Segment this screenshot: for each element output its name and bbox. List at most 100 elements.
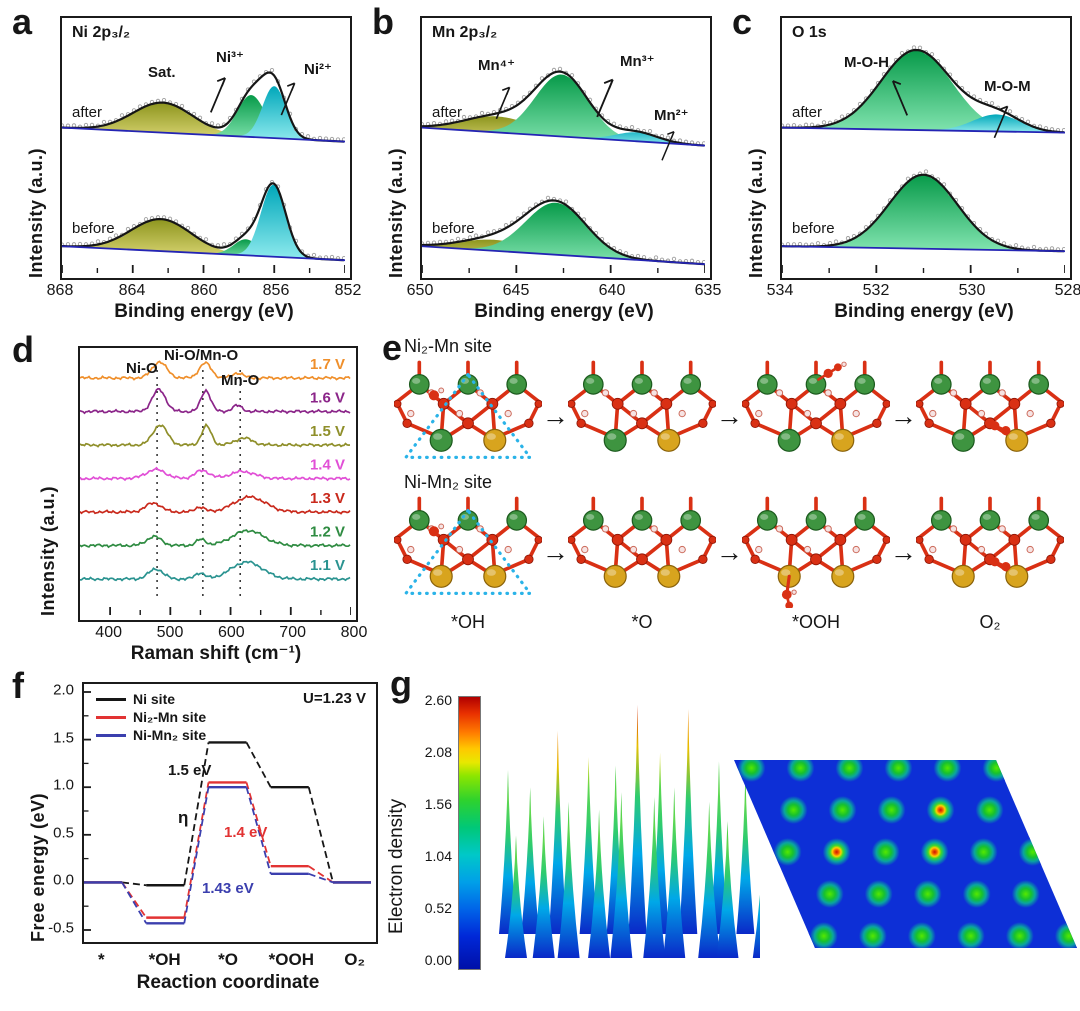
annotation-arrow-icon xyxy=(495,86,511,120)
panel-g-electron-density: g Electron density 2.60 2.08 1.56 1.04 0.52 0… xyxy=(382,666,1080,1011)
legend-item-ni2mn-site: Ni₂-Mn site xyxy=(96,708,206,726)
voltage-label: 1.4 V xyxy=(310,457,345,474)
y-axis-label: Intensity (a.u.) xyxy=(386,147,406,278)
x-axis-state-labels: * *OH *O *OOH O₂ xyxy=(82,950,374,970)
barrier-label-nimn2: 1.43 eV xyxy=(202,880,254,897)
legend-item-ni-site: Ni site xyxy=(96,690,206,708)
colorbar-tick-label: 0.00 xyxy=(424,952,452,968)
step-arrow-icon: → xyxy=(890,536,917,567)
panel-a-ni2p-xps: a Intensity (a.u.) Ni 2p₃/₂ after before… xyxy=(8,4,362,332)
stage-label-o2: O₂ xyxy=(979,612,1001,632)
colorbar-tick-label: 1.56 xyxy=(424,796,452,812)
panel-letter-e: e xyxy=(382,327,403,368)
xps-spectrum-chart xyxy=(782,45,1065,273)
annotation-arrow-icon xyxy=(280,82,296,116)
x-tick-label: 534 xyxy=(766,282,794,299)
x-axis-ticks: 400 500 600 700 800 xyxy=(78,624,367,642)
x-tick-label: 635 xyxy=(694,282,722,299)
voltage-label: 1.5 V xyxy=(310,423,345,440)
before-label: before xyxy=(792,220,835,237)
y-axis-label: Intensity (a.u.) xyxy=(38,485,58,616)
after-label: after xyxy=(432,104,463,121)
voltage-label: 1.7 V xyxy=(310,356,345,373)
panel-b-mn2p-xps: b Intensity (a.u.) Mn 2p₃/₂ after before… xyxy=(368,4,722,332)
band-label-nio: Ni-O xyxy=(126,360,158,377)
lattice-structure-ooh xyxy=(742,496,890,608)
x-tick-label: 852 xyxy=(334,282,362,299)
peak-label-mom: M-O-M xyxy=(984,78,1031,95)
lattice-structure-o2 xyxy=(916,360,1064,452)
state-label: * xyxy=(98,950,105,969)
y-tick-label: 0.5 xyxy=(53,824,74,842)
barrier-label-ni: 1.5 eV xyxy=(168,762,212,779)
before-label: before xyxy=(432,220,475,237)
y-tick-label: 0.0 xyxy=(53,871,74,889)
stage-label-ooh: *OOH xyxy=(791,612,840,632)
before-label: before xyxy=(72,220,115,237)
colorbar-tick-label: 1.04 xyxy=(424,848,452,864)
legend-label: Ni₂-Mn site xyxy=(133,709,207,725)
x-tick-label: 600 xyxy=(217,624,245,641)
panel-letter-f: f xyxy=(12,665,24,706)
annotation-arrow-icon xyxy=(993,105,1009,139)
x-axis-label: Binding energy (eV) xyxy=(474,301,654,322)
plot-area: Ni 2p₃/₂ after before Sat. Ni³⁺ Ni²⁺ xyxy=(60,16,352,280)
stage-label-o: *O xyxy=(631,612,653,632)
barrier-label-ni2mn: 1.4 eV xyxy=(224,824,268,841)
plot-title: Mn 2p₃/₂ xyxy=(432,24,498,41)
step-arrow-icon: → xyxy=(542,400,569,431)
colorbar xyxy=(458,696,481,970)
legend-swatch xyxy=(96,697,126,701)
legend-item-nimn2-site: Ni-Mn₂ site xyxy=(96,726,206,744)
electron-density-2d-map xyxy=(734,760,1077,948)
annotation-arrow-icon xyxy=(891,80,909,116)
x-tick-label: 868 xyxy=(46,282,74,299)
peak-label-mn2plus: Mn²⁺ xyxy=(654,107,689,124)
peak-label-moh: M-O-H xyxy=(844,54,889,71)
plot-area: O 1s after before M-O-H M-O-M xyxy=(780,16,1072,280)
legend-label: Ni site xyxy=(133,691,176,707)
annotation-arrow-icon xyxy=(661,130,675,161)
legend-swatch xyxy=(96,733,126,737)
y-tick-label: 1.0 xyxy=(53,776,74,794)
x-tick-label: 800 xyxy=(340,624,368,641)
xps-spectrum-chart xyxy=(62,67,345,273)
state-label: *OH xyxy=(148,950,181,969)
after-label: after xyxy=(792,104,823,121)
peak-label-sat: Sat. xyxy=(148,64,176,81)
y-axis-label: Intensity (a.u.) xyxy=(26,147,46,278)
x-tick-label: 500 xyxy=(156,624,184,641)
y-axis-ticks: 2.0 1.5 1.0 0.5 0.0 -0.5 xyxy=(46,682,78,940)
lattice-structure-o xyxy=(568,496,716,588)
y-tick-label: -0.5 xyxy=(48,919,74,937)
legend-swatch xyxy=(96,715,126,719)
step-arrow-icon: → xyxy=(716,536,743,567)
plot-area: 1.7 V 1.6 V 1.5 V 1.4 V 1.3 V 1.2 V 1.1 V Ni-O… xyxy=(78,346,358,622)
plot-area: Ni site Ni₂-Mn site Ni-Mn₂ site U=1.23 V… xyxy=(82,682,378,944)
plot-title: Ni 2p₃/₂ xyxy=(72,24,131,41)
annotation-arrow-icon xyxy=(209,77,227,113)
y-axis-label: Intensity (a.u.) xyxy=(746,147,766,278)
x-axis-label: Reaction coordinate xyxy=(136,972,320,993)
legend-label: Ni-Mn₂ site xyxy=(133,727,207,743)
colorbar-label: Electron density xyxy=(386,798,407,934)
colorbar-ticks: 2.60 2.08 1.56 1.04 0.52 0.00 xyxy=(408,692,452,968)
electron-density-3d-surface xyxy=(499,704,760,958)
eta-label: η xyxy=(178,808,189,827)
x-tick-label: 645 xyxy=(502,282,530,299)
x-tick-label: 856 xyxy=(262,282,290,299)
x-tick-label: 530 xyxy=(958,282,986,299)
panel-letter-c: c xyxy=(732,1,753,42)
colorbar-tick-label: 2.08 xyxy=(424,744,452,760)
lattice-structure-ooh xyxy=(742,360,890,452)
plot-area: Mn 2p₃/₂ after before Mn⁴⁺ Mn³⁺ Mn²⁺ xyxy=(420,16,712,280)
raman-spectra-chart: 1.7 V 1.6 V 1.5 V 1.4 V 1.3 V 1.2 V 1.1 V xyxy=(80,356,351,615)
state-label: *O xyxy=(218,950,238,969)
panel-letter-d: d xyxy=(12,329,34,370)
plot-title: O 1s xyxy=(792,24,827,41)
x-axis-ticks: 650 645 640 635 xyxy=(407,282,722,300)
site-label-ni2mn: Ni₂-Mn site xyxy=(404,336,492,356)
x-axis-ticks: 868 864 860 856 852 xyxy=(47,282,362,300)
peak-label-mn4plus: Mn⁴⁺ xyxy=(478,57,515,74)
